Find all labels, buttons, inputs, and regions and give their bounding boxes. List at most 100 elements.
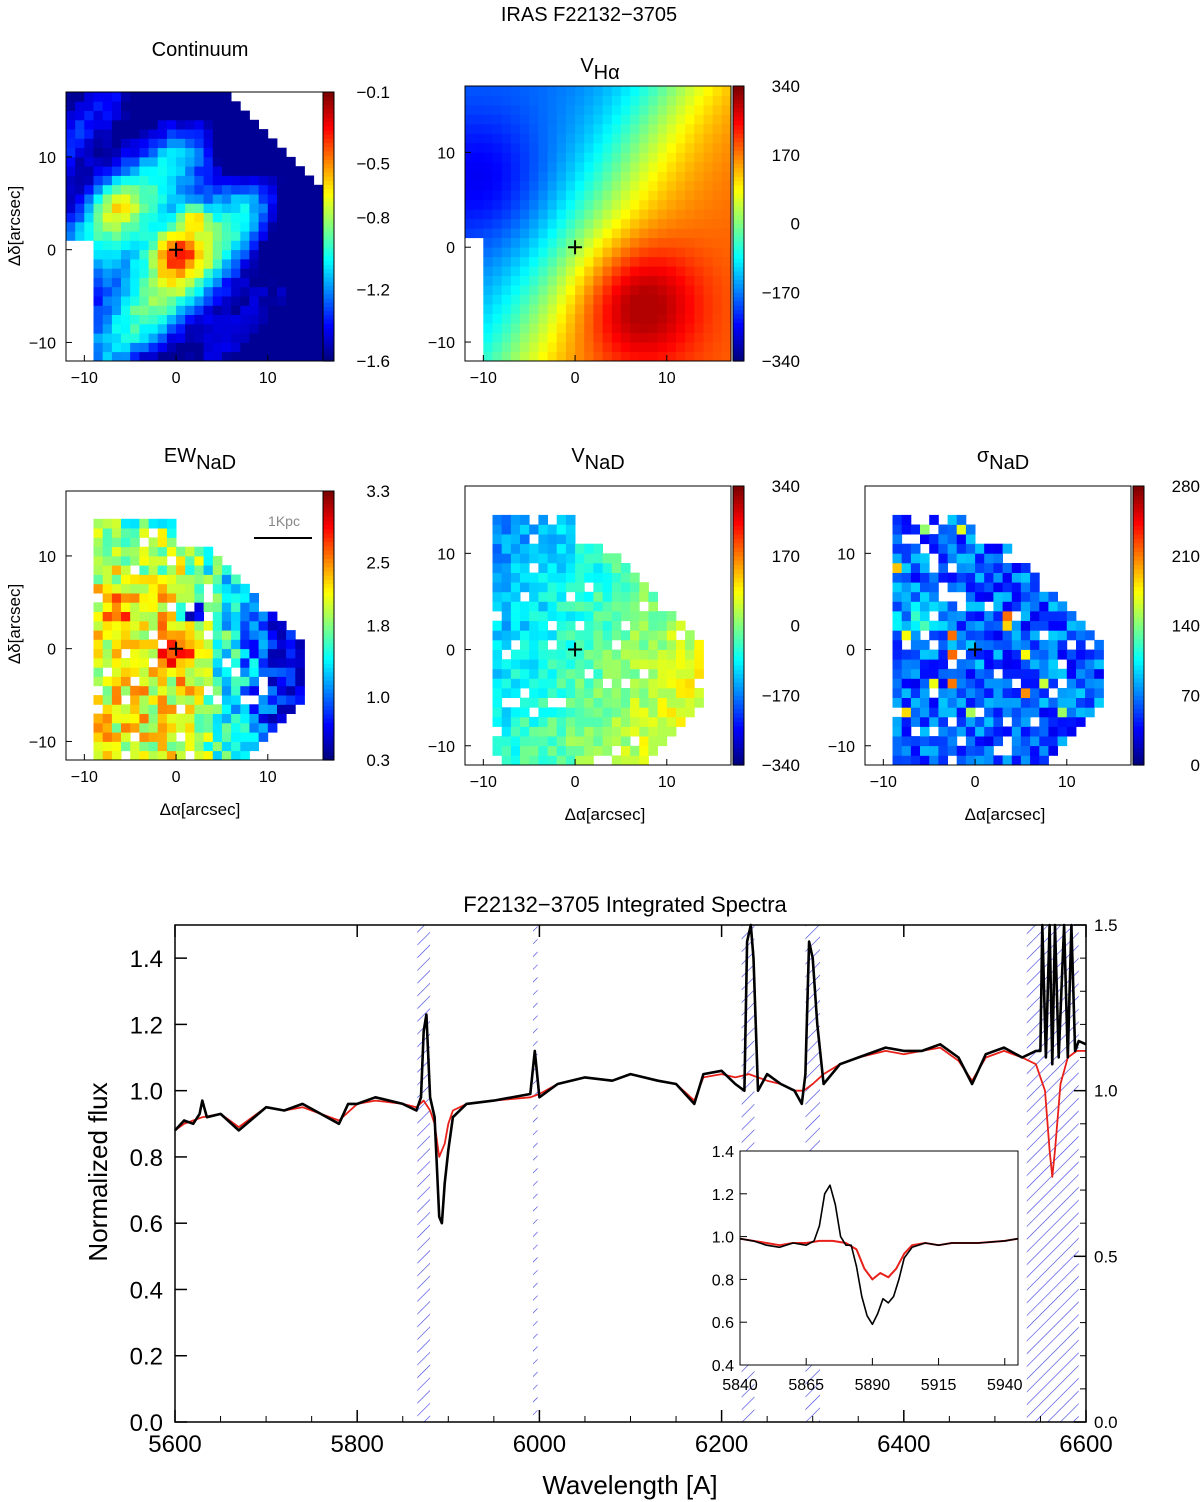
heatmap-cell <box>221 713 232 724</box>
heatmap-cell <box>547 572 558 583</box>
y-tick-label: −10 <box>428 335 455 352</box>
heatmap-cell <box>176 750 186 761</box>
heatmap-cell <box>929 668 939 679</box>
heatmap-cell <box>148 259 159 269</box>
heatmap-cell <box>139 101 149 111</box>
heatmap-cell <box>221 203 232 213</box>
heatmap-cell <box>694 237 704 248</box>
heatmap-cell <box>721 199 732 210</box>
heatmap-cell <box>258 166 269 176</box>
heatmap-cell <box>556 285 567 295</box>
heatmap-cell <box>102 722 113 733</box>
heatmap-cell <box>240 593 250 603</box>
heatmap-cell <box>166 704 177 714</box>
heatmap-cell <box>465 123 475 134</box>
heatmap-cell <box>249 741 259 752</box>
heatmap-cell <box>139 351 149 362</box>
colorbar-segment <box>1133 738 1144 744</box>
heatmap-cell <box>630 133 640 144</box>
colorbar-segment <box>1133 629 1144 635</box>
heatmap-cell <box>258 129 269 139</box>
heatmap-cell <box>602 285 613 295</box>
heatmap-cell <box>130 212 140 223</box>
heatmap-cell <box>910 745 921 756</box>
heatmap-cell <box>584 247 594 258</box>
heatmap-cell <box>910 553 921 564</box>
heatmap-cell <box>593 745 603 756</box>
heatmap-cell <box>267 147 278 158</box>
heatmap-cell <box>929 745 939 756</box>
heatmap-cell <box>956 707 967 718</box>
heatmap-cell <box>538 294 548 305</box>
heatmap-cell <box>892 563 903 573</box>
heatmap-cell <box>611 237 622 248</box>
heatmap-cell <box>267 648 278 659</box>
heatmap-cell <box>529 95 539 106</box>
heatmap-cell <box>520 323 530 333</box>
heatmap-cell <box>102 184 113 195</box>
heatmap-cell <box>157 620 168 631</box>
heatmap-cell <box>657 152 668 163</box>
heatmap-cell <box>556 524 567 535</box>
colorbar-segment <box>323 503 334 509</box>
heatmap-cell <box>648 247 658 258</box>
heatmap-cell <box>676 294 686 305</box>
heatmap-cell <box>313 333 324 343</box>
heatmap-cell <box>547 534 558 545</box>
heatmap-cell <box>286 296 296 306</box>
heatmap-cell <box>648 171 658 182</box>
heatmap-cell <box>249 296 259 306</box>
heatmap-cell <box>920 553 930 564</box>
heatmap-cell <box>975 563 985 573</box>
colorbar-segment <box>323 192 334 198</box>
heatmap-cell <box>657 304 668 314</box>
colorbar-segment <box>1133 586 1144 592</box>
heatmap-cell <box>130 750 140 761</box>
heatmap-cell <box>84 231 94 241</box>
heatmap-cell <box>910 716 921 727</box>
heatmap-cell <box>249 630 259 640</box>
colorbar-segment <box>323 117 334 123</box>
heatmap-cell <box>240 741 250 752</box>
heatmap-cell <box>520 351 530 362</box>
x-tick-label: −10 <box>470 370 497 387</box>
heatmap-cell <box>593 572 603 583</box>
heatmap-cell <box>185 184 195 195</box>
heatmap-cell <box>203 249 214 260</box>
heatmap-cell <box>1002 563 1013 573</box>
heatmap-cell <box>203 194 214 204</box>
heatmap-cell <box>565 142 576 153</box>
heatmap-cell <box>157 695 168 705</box>
heatmap-cell <box>130 574 140 585</box>
heatmap-cell <box>1011 716 1022 727</box>
heatmap-cell <box>593 342 603 352</box>
heatmap-cell <box>547 199 558 210</box>
heatmap-cell <box>501 534 512 545</box>
x-axis-label: Δα[arcsec] <box>160 800 241 819</box>
heatmap-cell <box>602 133 613 144</box>
heatmap-cell <box>176 546 186 557</box>
heatmap-cell <box>510 543 521 554</box>
heatmap-cell <box>685 266 695 277</box>
colorbar-segment <box>1133 608 1144 614</box>
heatmap-cell <box>249 658 259 668</box>
heatmap-cell <box>993 707 1003 718</box>
title-main: EW <box>164 445 196 467</box>
heatmap-cell <box>111 175 122 186</box>
heatmap-cell <box>157 333 168 343</box>
heatmap-cell <box>666 266 677 277</box>
right-tick-label: 1.0 <box>1094 1082 1118 1101</box>
colorbar-segment <box>733 725 744 731</box>
heatmap-cell <box>1048 716 1058 727</box>
heatmap-cell <box>639 649 649 660</box>
heatmap-cell <box>240 639 250 650</box>
heatmap-cell <box>157 528 168 538</box>
y-tick-label: 0 <box>47 243 56 260</box>
heatmap-cell <box>666 649 677 660</box>
heatmap-cell <box>111 166 122 176</box>
heatmap-cell <box>176 240 186 251</box>
colorbar: −1.6−1.2−0.8−0.5−0.1 <box>322 83 390 371</box>
heatmap-cell <box>657 199 668 210</box>
heatmap-cell <box>703 133 714 144</box>
heatmap-cell <box>240 240 250 251</box>
